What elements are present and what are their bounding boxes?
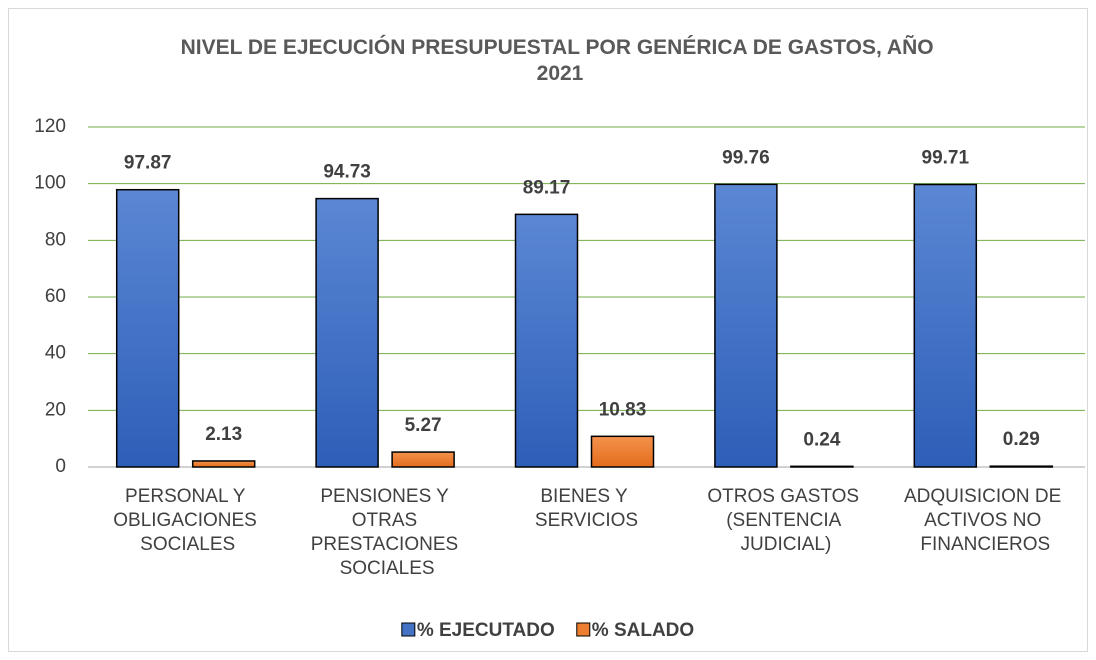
bar: [714, 183, 778, 468]
y-tick-label: 20: [45, 399, 66, 420]
data-label: 97.87: [124, 153, 172, 174]
y-tick-label: 80: [45, 229, 66, 250]
data-label: 99.71: [922, 148, 970, 169]
bar: [790, 465, 854, 468]
x-tick-label: ADQUISICION DE ACTIVOS NO FINANCIEROS: [904, 486, 1067, 555]
x-tick-label: PENSIONES Y OTRAS PRESTACIONES SOCIALES: [311, 486, 464, 579]
data-label: 89.17: [523, 177, 571, 198]
legend-swatch: [576, 622, 591, 637]
bar: [315, 197, 379, 468]
data-label: 0.24: [803, 429, 840, 450]
x-tick-label: OTROS GASTOS (SENTENCIA JUDICIAL): [707, 486, 864, 555]
x-tick-label: BIENES Y SERVICIOS: [535, 486, 638, 531]
data-label: 99.76: [722, 147, 770, 168]
bar: [913, 183, 978, 468]
bar: [391, 451, 455, 468]
data-label: 94.73: [323, 162, 371, 183]
data-label: 10.83: [599, 399, 647, 420]
data-label: 0.29: [1003, 429, 1040, 450]
bar: [590, 435, 655, 468]
bar: [514, 213, 579, 468]
data-label: 2.13: [205, 424, 242, 445]
data-label: 5.27: [405, 415, 442, 436]
chart-title: NIVEL DE EJECUCIÓN PRESUPUESTAL POR GENÉ…: [181, 35, 940, 85]
x-tick-label: PERSONAL Y OBLIGACIONES SOCIALES: [113, 486, 262, 555]
legend-label: % EJECUTADO: [417, 620, 555, 641]
y-tick-label: 100: [34, 173, 66, 194]
y-tick-label: 0: [55, 456, 66, 477]
y-tick-label: 120: [34, 116, 66, 137]
legend-swatch: [401, 622, 416, 637]
bar: [191, 460, 256, 468]
legend-label: % SALADO: [592, 620, 694, 641]
y-tick-label: 60: [45, 286, 66, 307]
bar: [115, 188, 180, 468]
y-tick-label: 40: [45, 343, 66, 364]
bar: [989, 465, 1054, 468]
